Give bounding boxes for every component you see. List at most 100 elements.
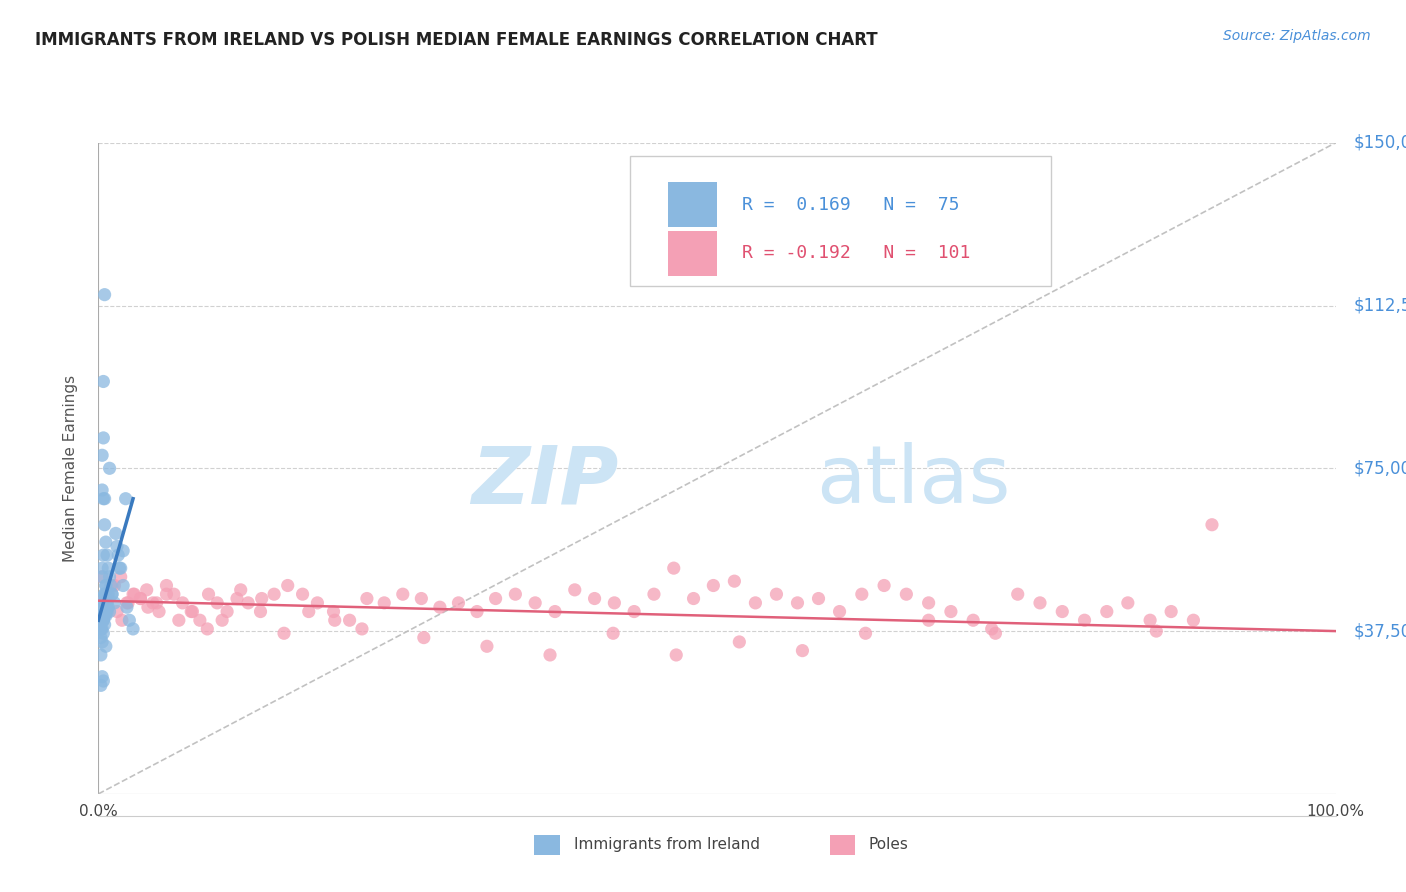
Point (118, 613, 141, 627)
Point (105, 605, 128, 619)
Point (101, 578, 124, 592)
Point (114, 491, 136, 506)
Point (172, 596, 194, 610)
Text: $37,500: $37,500 (1354, 622, 1406, 640)
Point (93, 596, 115, 610)
Text: atlas: atlas (815, 442, 1011, 520)
Point (180, 605, 202, 619)
Point (91, 605, 114, 619)
Point (94, 605, 117, 619)
Point (263, 587, 285, 601)
Point (129, 591, 152, 606)
Point (107, 548, 129, 562)
Point (807, 591, 830, 606)
Bar (668, 231, 717, 277)
Point (115, 600, 138, 615)
Text: Immigrants from Ireland: Immigrants from Ireland (574, 838, 759, 852)
Point (350, 622, 373, 636)
Point (93, 600, 115, 615)
Point (91, 570, 114, 584)
Text: $75,000: $75,000 (1354, 459, 1406, 477)
Point (112, 543, 135, 558)
Point (1139, 613, 1161, 627)
Point (91, 483, 114, 497)
Point (91, 605, 114, 619)
Point (101, 587, 124, 601)
Point (93, 375, 115, 389)
Point (728, 635, 751, 649)
Text: $150,000: $150,000 (1354, 134, 1406, 152)
Text: R =  0.169   N =  75: R = 0.169 N = 75 (742, 195, 959, 213)
Point (101, 587, 124, 601)
Point (602, 626, 624, 640)
Point (94, 587, 117, 601)
Point (93, 613, 115, 627)
Point (90, 631, 112, 645)
Point (197, 587, 219, 601)
Point (122, 622, 145, 636)
Point (211, 613, 233, 627)
Point (90, 622, 112, 636)
Point (93, 548, 115, 562)
Point (129, 591, 152, 606)
Point (665, 648, 688, 662)
Point (105, 540, 128, 554)
Text: R = -0.192   N =  101: R = -0.192 N = 101 (742, 244, 970, 262)
Point (115, 596, 138, 610)
Point (323, 613, 346, 627)
Point (538, 648, 561, 662)
Point (97, 561, 120, 575)
Text: $112,500: $112,500 (1354, 296, 1406, 315)
Point (939, 605, 962, 619)
Point (564, 582, 586, 597)
Point (1116, 596, 1139, 610)
Point (643, 587, 665, 601)
Point (100, 578, 122, 592)
Point (188, 613, 211, 627)
Point (273, 626, 295, 640)
Point (603, 596, 626, 610)
Point (93, 517, 115, 532)
Point (447, 596, 470, 610)
Point (1182, 613, 1205, 627)
Point (1160, 605, 1182, 619)
Point (93, 287, 115, 301)
Point (90, 678, 112, 692)
Point (112, 578, 135, 592)
Point (91, 670, 114, 684)
FancyBboxPatch shape (630, 156, 1052, 286)
Point (93, 626, 115, 640)
Point (104, 526, 127, 541)
Point (250, 591, 273, 606)
Point (94, 596, 117, 610)
Point (93, 608, 115, 623)
Point (855, 626, 877, 640)
Point (155, 578, 177, 592)
Point (962, 613, 984, 627)
Point (298, 605, 321, 619)
Point (851, 587, 873, 601)
Point (682, 591, 704, 606)
Point (873, 578, 896, 592)
Point (90, 648, 112, 662)
Point (96, 548, 118, 562)
Point (91, 635, 114, 649)
Point (96, 587, 118, 601)
Point (429, 600, 451, 615)
Point (98, 461, 121, 475)
Point (91, 561, 114, 575)
Point (94, 608, 117, 623)
Point (163, 587, 186, 601)
Point (917, 613, 939, 627)
Point (117, 596, 139, 610)
Point (1007, 587, 1029, 601)
Point (94, 640, 117, 654)
Point (91, 605, 114, 619)
Point (505, 587, 527, 601)
Point (217, 605, 239, 619)
Point (744, 596, 766, 610)
Point (524, 596, 547, 610)
Point (91, 600, 114, 615)
Point (623, 605, 645, 619)
Point (896, 587, 918, 601)
